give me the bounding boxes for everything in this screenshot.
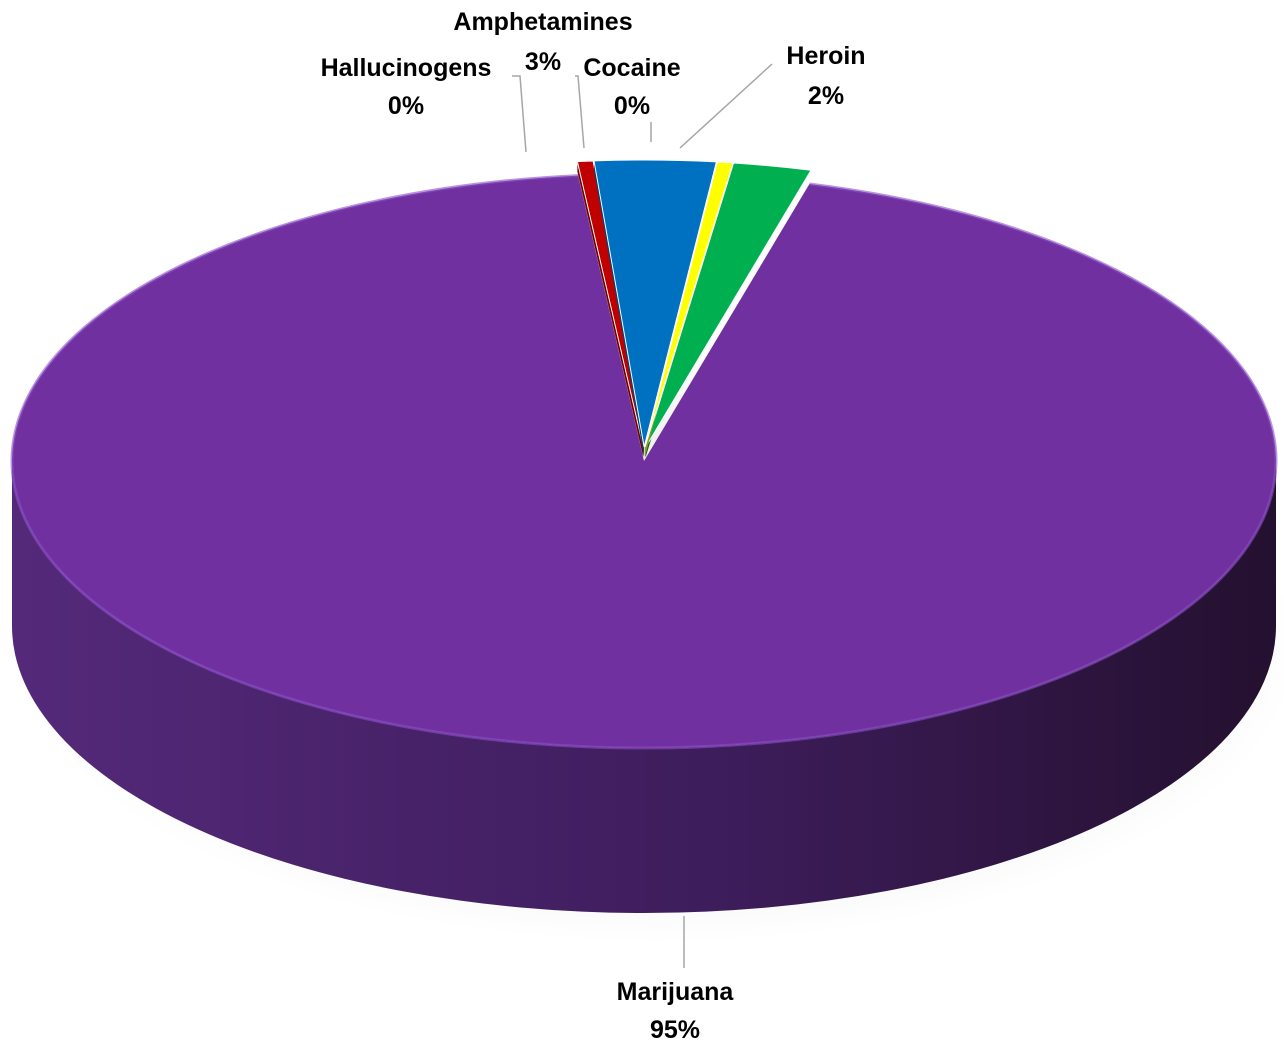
pie-side-wall-marijuana — [12, 461, 1276, 913]
label-value-heroin: 2% — [808, 82, 844, 110]
slice-edge-hallucinogens — [577, 161, 644, 458]
label-name-marijuana: Marijuana — [617, 978, 735, 1006]
label-value-cocaine: 0% — [614, 92, 650, 120]
label-value-amphetamines: 3% — [525, 48, 561, 76]
leader-line-amphetamines — [575, 75, 585, 149]
label-name-amphetamines: Amphetamines — [453, 8, 632, 36]
label-value-hallucinogens: 0% — [388, 92, 424, 120]
slice-hallucinogens — [576, 160, 644, 448]
leader-line-hallucinogens — [512, 75, 527, 153]
pie-layer — [10, 159, 1284, 943]
label-name-hallucinogens: Hallucinogens — [321, 54, 492, 82]
slice-amphetamines — [593, 159, 718, 448]
slice-heroin — [645, 162, 812, 448]
label-name-heroin: Heroin — [786, 42, 865, 70]
label-name-cocaine: Cocaine — [583, 54, 680, 82]
slice-marijuana — [12, 175, 1277, 748]
slice-cocaine — [644, 161, 734, 448]
label-value-marijuana: 95% — [650, 1016, 700, 1044]
label-layer: Heroin 2% Marijuana 95% Hallucinogens 0% Amphe… — [321, 8, 866, 1044]
pie-rim-highlight — [10, 174, 1278, 750]
leader-line-heroin — [679, 63, 773, 149]
